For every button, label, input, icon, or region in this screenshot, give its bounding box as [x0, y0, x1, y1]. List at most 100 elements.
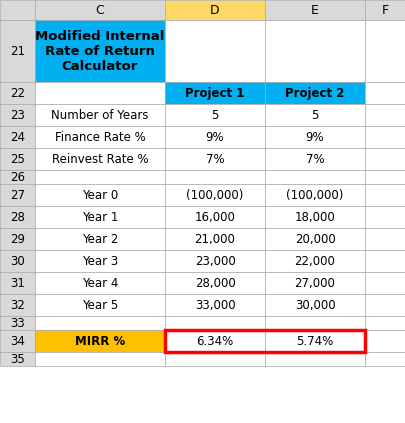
Bar — [265, 316, 365, 330]
Bar — [365, 272, 405, 294]
Text: 21: 21 — [10, 44, 25, 58]
Text: (100,000): (100,000) — [286, 189, 344, 201]
Text: 28: 28 — [10, 211, 25, 223]
Bar — [265, 184, 365, 206]
Bar — [35, 184, 165, 206]
Text: 30,000: 30,000 — [295, 299, 335, 311]
Bar — [365, 20, 405, 82]
Bar — [165, 20, 265, 82]
Bar — [265, 330, 365, 352]
Bar — [165, 272, 265, 294]
Text: 34: 34 — [10, 335, 25, 348]
Text: MIRR %: MIRR % — [75, 335, 125, 348]
Bar — [35, 170, 165, 184]
Text: 25: 25 — [10, 153, 25, 165]
Text: Year 1: Year 1 — [82, 211, 118, 223]
Bar — [265, 170, 365, 184]
Bar — [0, 126, 35, 148]
Bar — [35, 228, 165, 250]
Bar — [0, 0, 35, 20]
Text: 26: 26 — [10, 170, 25, 184]
Text: Reinvest Rate %: Reinvest Rate % — [52, 153, 148, 165]
Bar — [165, 330, 265, 352]
Bar — [365, 352, 405, 366]
Bar — [265, 272, 365, 294]
Text: 33: 33 — [10, 316, 25, 330]
Text: 23,000: 23,000 — [195, 255, 235, 267]
Bar — [265, 206, 365, 228]
Text: 29: 29 — [10, 233, 25, 245]
Bar — [365, 228, 405, 250]
Bar — [0, 20, 35, 82]
Bar — [35, 330, 165, 352]
Bar — [365, 316, 405, 330]
Text: Finance Rate %: Finance Rate % — [55, 131, 145, 143]
Bar — [365, 104, 405, 126]
Text: C: C — [96, 3, 104, 16]
Text: Year 4: Year 4 — [82, 277, 118, 289]
Bar — [265, 352, 365, 366]
Bar — [0, 250, 35, 272]
Bar — [35, 126, 165, 148]
Text: 27,000: 27,000 — [294, 277, 335, 289]
Text: 23: 23 — [10, 109, 25, 121]
Text: 21,000: 21,000 — [194, 233, 235, 245]
Bar — [365, 330, 405, 352]
Bar — [0, 294, 35, 316]
Text: E: E — [311, 3, 319, 16]
Bar — [35, 250, 165, 272]
Bar — [365, 250, 405, 272]
Bar — [0, 316, 35, 330]
Bar — [35, 294, 165, 316]
Bar — [265, 20, 365, 82]
Bar — [0, 170, 35, 184]
Text: 6.34%: 6.34% — [196, 335, 234, 348]
Bar — [165, 250, 265, 272]
Bar — [165, 0, 265, 20]
Text: 28,000: 28,000 — [195, 277, 235, 289]
Text: Year 2: Year 2 — [82, 233, 118, 245]
Bar — [265, 126, 365, 148]
Bar — [35, 148, 165, 170]
Bar — [35, 82, 165, 104]
Text: Year 3: Year 3 — [82, 255, 118, 267]
Bar — [0, 352, 35, 366]
Text: 7%: 7% — [306, 153, 324, 165]
Bar — [365, 82, 405, 104]
Text: 33,000: 33,000 — [195, 299, 235, 311]
Text: Project 1: Project 1 — [185, 86, 245, 99]
Text: 27: 27 — [10, 189, 25, 201]
Bar — [265, 0, 365, 20]
Bar — [165, 330, 365, 352]
Bar — [165, 82, 265, 104]
Bar — [35, 20, 165, 82]
Text: 18,000: 18,000 — [294, 211, 335, 223]
Text: Project 2: Project 2 — [285, 86, 345, 99]
Bar — [35, 206, 165, 228]
Text: F: F — [382, 3, 388, 16]
Text: Number of Years: Number of Years — [51, 109, 149, 121]
Text: Year 5: Year 5 — [82, 299, 118, 311]
Text: 5.74%: 5.74% — [296, 335, 334, 348]
Text: 22: 22 — [10, 86, 25, 99]
Bar — [165, 352, 265, 366]
Bar — [265, 294, 365, 316]
Bar — [265, 82, 365, 104]
Text: 22,000: 22,000 — [294, 255, 335, 267]
Bar — [0, 104, 35, 126]
Bar — [265, 250, 365, 272]
Text: 9%: 9% — [206, 131, 224, 143]
Bar — [365, 170, 405, 184]
Bar — [365, 206, 405, 228]
Bar — [35, 352, 165, 366]
Bar — [165, 316, 265, 330]
Text: 32: 32 — [10, 299, 25, 311]
Text: 24: 24 — [10, 131, 25, 143]
Bar — [0, 228, 35, 250]
Text: D: D — [210, 3, 220, 16]
Text: 35: 35 — [10, 352, 25, 365]
Text: 5: 5 — [211, 109, 219, 121]
Bar — [365, 294, 405, 316]
Bar — [265, 148, 365, 170]
Bar — [165, 294, 265, 316]
